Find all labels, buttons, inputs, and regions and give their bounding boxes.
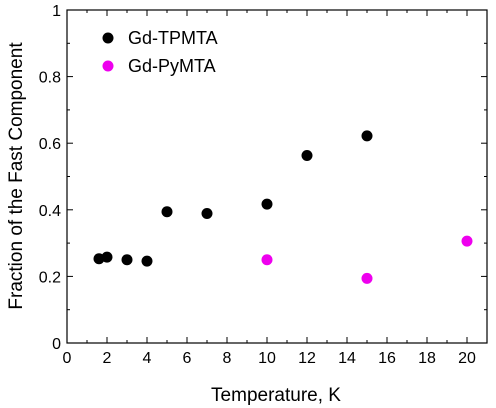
y-axis-title: Fraction of the Fast Component (6, 42, 27, 310)
data-point-series-2 (361, 272, 373, 284)
x-tick-label: 18 (418, 350, 436, 367)
x-axis-title: Temperature, K (211, 385, 341, 406)
x-tick-label: 0 (63, 350, 72, 367)
data-point-series-1 (101, 251, 113, 263)
data-point-series-1 (201, 207, 213, 219)
y-tick-label: 0.2 (39, 269, 61, 286)
data-point-series-2 (261, 254, 273, 266)
data-point-series-1 (121, 254, 133, 266)
y-tick-label: 0.4 (39, 203, 61, 220)
legend-label: Gd-TPMTA (128, 28, 218, 48)
x-tick-label: 14 (338, 350, 356, 367)
data-point-series-1 (161, 206, 173, 218)
data-point-series-1 (261, 198, 273, 210)
data-point-series-1 (361, 130, 373, 142)
x-tick-label: 20 (458, 350, 476, 367)
x-tick-label: 10 (258, 350, 276, 367)
x-tick-label: 12 (298, 350, 316, 367)
legend-marker (102, 60, 114, 72)
y-tick-label: 0 (52, 336, 61, 353)
x-tick-label: 16 (378, 350, 396, 367)
data-point-series-1 (141, 255, 153, 267)
data-point-series-2 (461, 235, 473, 247)
x-tick-label: 6 (183, 350, 192, 367)
data-points (93, 130, 473, 284)
x-tick-label: 2 (103, 350, 112, 367)
x-tick-label: 8 (223, 350, 232, 367)
legend: Gd-TPMTA Gd-PyMTA (102, 28, 218, 76)
legend-label: Gd-PyMTA (128, 56, 216, 76)
x-tick-label: 4 (143, 350, 152, 367)
y-tick-label: 0.8 (39, 70, 61, 87)
y-tick-label: 0.6 (39, 136, 61, 153)
data-point-series-1 (301, 150, 313, 162)
legend-marker (102, 32, 114, 44)
axis-ticks (66, 9, 487, 344)
y-tick-label: 1 (52, 3, 61, 20)
axis-tick-labels: 0 2 4 6 8 10 12 14 16 18 20 0 0.2 0.4 0.6 0.8 1 (39, 3, 476, 367)
